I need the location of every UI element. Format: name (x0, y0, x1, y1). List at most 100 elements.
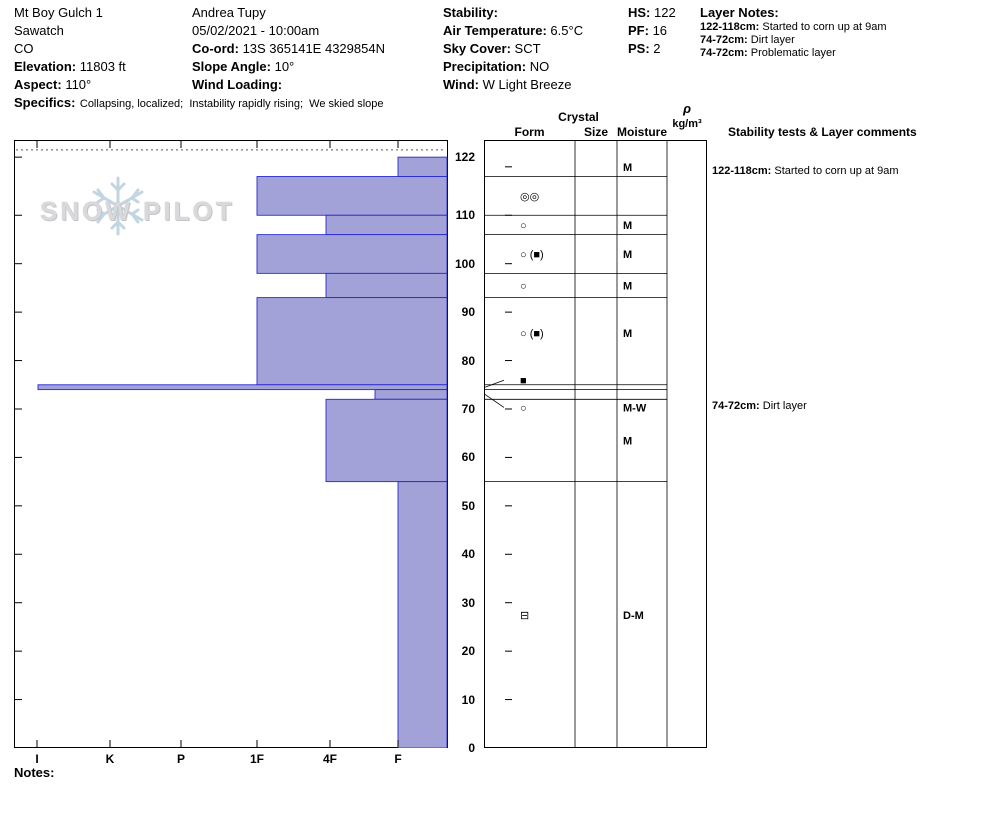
wind-loading-label: Wind Loading: (192, 77, 283, 92)
ps-label: PS: (628, 41, 650, 56)
hardness-bar (397, 481, 448, 748)
ps-value: 2 (653, 41, 661, 56)
moisture-value: M (623, 162, 632, 174)
mountain-range: Sawatch (14, 23, 64, 38)
depth-label: 80 (461, 353, 475, 368)
layer-comments-panel: 122-118cm: Started to corn up at 9am 74-7… (712, 140, 990, 748)
crystal-form-symbol: ◎◎ (520, 191, 539, 203)
crystal-form-symbol: ⊟ (520, 610, 529, 622)
layer-note: 74-72cm: Dirt layer (700, 34, 887, 47)
precip-value: NO (529, 59, 550, 74)
depth-axis-labels: 122 110 100 90 80 70 60 50 40 30 20 10 0 (448, 140, 477, 755)
coord-value: 13S 365141E 4329854N (242, 41, 385, 56)
moisture-value: M (623, 220, 632, 232)
hardness-label: F (394, 752, 402, 766)
depth-label: 50 (461, 498, 475, 513)
depth-label: 110 (455, 208, 475, 223)
slope-angle-value: 10° (274, 59, 295, 74)
air-temp-value: 6.5°C (550, 23, 584, 38)
depth-label: 100 (454, 256, 475, 271)
weather-block: Stability: Air Temperature: 6.5°C Sky Co… (443, 4, 583, 94)
hardness-bar (397, 156, 448, 177)
pf-label: PF: (628, 23, 649, 38)
slope-angle-label: Slope Angle: (192, 59, 271, 74)
crystal-form-symbol: ○ (520, 220, 527, 232)
aspect-value: 110° (65, 77, 92, 92)
depth-label: 0 (468, 741, 475, 755)
hardness-profile-chart (14, 140, 448, 748)
depth-label: 40 (461, 547, 475, 562)
crystal-moisture-table: M ◎◎ ○ M ○ (■) M ○ M ○ (■) M ■ ○ M-W M ⊟ D-M (484, 140, 707, 748)
density-symbol-header: ρ (683, 101, 691, 116)
elevation-value: 11803 ft (79, 59, 126, 74)
hardness-label: K (105, 752, 115, 766)
layer-comment-text: Dirt layer (759, 399, 807, 412)
layer-note-text: Problematic layer (750, 47, 836, 59)
wind-loading-line: Wind Loading: (192, 76, 385, 94)
layer-note-text: Dirt layer (750, 34, 795, 46)
air-temp-line: Air Temperature: 6.5°C (443, 22, 583, 40)
form-header: Form (514, 125, 545, 139)
layer-comment-range: 74-72cm: (712, 399, 760, 412)
pit-stats-block: HS: 122 PF: 16 PS: 2 (628, 4, 676, 58)
depth-label: 20 (461, 644, 475, 659)
moisture-value: M (623, 435, 632, 447)
hardness-bar (37, 384, 448, 391)
layer-comment-text: Started to corn up at 9am (771, 164, 899, 177)
coord-label: Co-ord: (192, 41, 239, 56)
hardness-label: P (176, 752, 185, 766)
location-block: Mt Boy Gulch 1 Sawatch CO Elevation: 118… (14, 4, 126, 94)
moisture-value: M-W (623, 402, 647, 414)
density-units-header: kg/m³ (672, 118, 702, 130)
fan-connector-line (484, 394, 505, 408)
specifics-text: Collapsing, localized; Instability rapid… (79, 98, 384, 110)
hs-line: HS: 122 (628, 4, 676, 22)
ps-line: PS: 2 (628, 40, 676, 58)
crystal-header: Crystal (558, 110, 599, 124)
depth-label: 60 (461, 450, 475, 465)
aspect-line: Aspect: 110° (14, 76, 126, 94)
crystal-form-symbol: ○ (■) (520, 328, 544, 340)
notes-label: Notes: (14, 765, 55, 780)
moisture-value: M (623, 328, 632, 340)
specifics-label: Specifics: (14, 95, 76, 110)
depth-label: 122 (454, 150, 475, 165)
aspect-label: Aspect: (14, 77, 62, 92)
coord-line: Co-ord: 13S 365141E 4329854N (192, 40, 385, 58)
stability-line: Stability: (443, 4, 583, 22)
hardness-bar (325, 214, 448, 236)
depth-label: 30 (461, 595, 475, 610)
observer-name: Andrea Tupy (192, 5, 266, 20)
specifics-line: Specifics: Collapsing, localized; Instab… (14, 94, 384, 112)
moisture-value: M (623, 249, 632, 261)
hardness-bar (325, 398, 448, 483)
crystal-form-symbol: ■ (520, 375, 527, 387)
hardness-label: I (35, 752, 39, 766)
layer-note: 122-118cm: Started to corn up at 9am (700, 21, 887, 34)
hardness-bar (256, 176, 448, 216)
moisture-value: D-M (623, 610, 644, 622)
observer-block: Andrea Tupy 05/02/2021 - 10:00am Co-ord:… (192, 4, 385, 94)
layer-comment-range: 122-118cm: (712, 164, 772, 177)
watermark-text: SNOW PILOT (40, 196, 235, 226)
moisture-value: M (623, 280, 632, 292)
slope-angle-line: Slope Angle: 10° (192, 58, 385, 76)
hardness-bar (256, 297, 448, 386)
wind-value: W Light Breeze (482, 77, 572, 92)
size-header: Size (583, 125, 608, 139)
layer-note-range: 122-118cm: (700, 21, 760, 33)
layer-notes-title: Layer Notes: (700, 5, 779, 20)
layer-note-range: 74-72cm: (700, 34, 748, 46)
crystal-form-symbol: ○ (■) (520, 249, 544, 261)
hardness-axis-labels: I K P 1F 4F F (14, 752, 448, 768)
pf-line: PF: 16 (628, 22, 676, 40)
precip-line: Precipitation: NO (443, 58, 583, 76)
hardness-bar (256, 234, 448, 274)
pf-value: 16 (652, 23, 668, 38)
precip-label: Precipitation: (443, 59, 527, 74)
moisture-header: Moisture (617, 125, 668, 139)
elevation-line: Elevation: 11803 ft (14, 58, 126, 76)
wind-label: Wind: (443, 77, 479, 92)
sky-cover-label: Sky Cover: (443, 41, 511, 56)
